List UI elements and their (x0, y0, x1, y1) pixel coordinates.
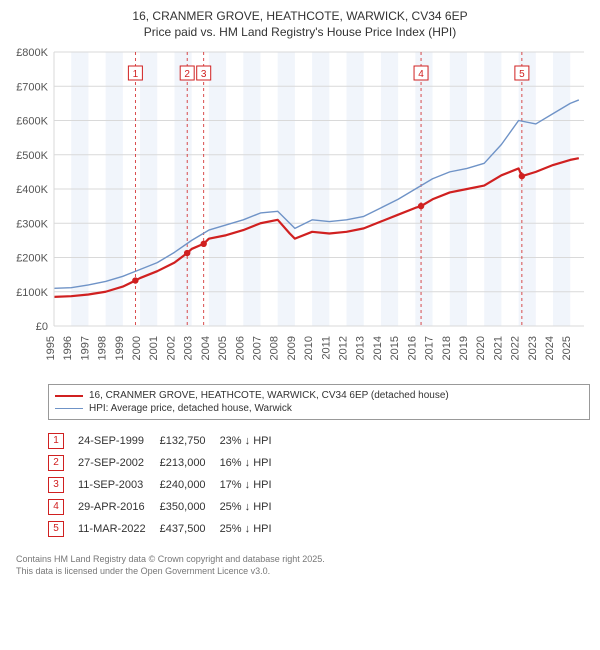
svg-text:2015: 2015 (389, 336, 401, 360)
sale-date: 29-APR-2016 (78, 496, 160, 518)
svg-text:2012: 2012 (338, 336, 350, 360)
svg-text:£200K: £200K (16, 253, 48, 265)
svg-text:£800K: £800K (16, 47, 48, 59)
table-row: 3 11-SEP-2003£240,00017% ↓ HPI (48, 474, 286, 496)
sale-price: £437,500 (160, 518, 220, 540)
svg-text:5: 5 (519, 69, 525, 80)
svg-text:2008: 2008 (269, 336, 281, 360)
sale-price: £213,000 (160, 452, 220, 474)
sale-number-box: 1 (48, 433, 64, 449)
chart-title-block: 16, CRANMER GROVE, HEATHCOTE, WARWICK, C… (8, 8, 592, 40)
sale-delta: 23% ↓ HPI (220, 430, 286, 452)
sale-price: £350,000 (160, 496, 220, 518)
sale-delta: 25% ↓ HPI (220, 496, 286, 518)
sale-delta: 25% ↓ HPI (220, 518, 286, 540)
svg-text:2017: 2017 (424, 336, 436, 360)
sale-number-box: 2 (48, 455, 64, 471)
svg-text:2024: 2024 (544, 336, 556, 360)
sale-date: 11-SEP-2003 (78, 474, 160, 496)
sales-table: 1 24-SEP-1999£132,75023% ↓ HPI 2 27-SEP-200… (48, 430, 286, 540)
sale-date: 24-SEP-1999 (78, 430, 160, 452)
svg-text:4: 4 (418, 69, 424, 80)
svg-text:2003: 2003 (183, 336, 195, 360)
sale-delta: 17% ↓ HPI (220, 474, 286, 496)
svg-text:2016: 2016 (406, 336, 418, 360)
sale-date: 27-SEP-2002 (78, 452, 160, 474)
footer-line-2: This data is licensed under the Open Gov… (16, 566, 590, 578)
svg-text:3: 3 (201, 69, 207, 80)
sale-number-box: 5 (48, 521, 64, 537)
svg-text:1998: 1998 (97, 336, 109, 360)
svg-text:2022: 2022 (510, 336, 522, 360)
legend-swatch (55, 395, 83, 397)
title-line-1: 16, CRANMER GROVE, HEATHCOTE, WARWICK, C… (8, 8, 592, 24)
svg-text:1999: 1999 (114, 336, 126, 360)
sale-delta: 16% ↓ HPI (220, 452, 286, 474)
svg-text:2021: 2021 (492, 336, 504, 360)
svg-text:1996: 1996 (62, 336, 74, 360)
table-row: 4 29-APR-2016£350,00025% ↓ HPI (48, 496, 286, 518)
legend-item: HPI: Average price, detached house, Warw… (55, 402, 583, 415)
sale-number-box: 3 (48, 477, 64, 493)
svg-text:2014: 2014 (372, 336, 384, 360)
svg-text:2020: 2020 (475, 336, 487, 360)
sale-price: £240,000 (160, 474, 220, 496)
table-row: 1 24-SEP-1999£132,75023% ↓ HPI (48, 430, 286, 452)
table-row: 2 27-SEP-2002£213,00016% ↓ HPI (48, 452, 286, 474)
price-chart: £0 £100K £200K £300K £400K £500K £600K £700K £80… (8, 46, 588, 376)
svg-text:2023: 2023 (527, 336, 539, 360)
svg-text:2007: 2007 (251, 336, 263, 360)
svg-text:2010: 2010 (303, 336, 315, 360)
svg-text:2000: 2000 (131, 336, 143, 360)
svg-text:2019: 2019 (458, 336, 470, 360)
svg-text:2011: 2011 (320, 336, 332, 360)
svg-text:£600K: £600K (16, 116, 48, 128)
svg-text:1997: 1997 (79, 336, 91, 360)
svg-text:1: 1 (133, 69, 139, 80)
chart-container: £0 £100K £200K £300K £400K £500K £600K £700K £80… (8, 46, 592, 376)
svg-text:£500K: £500K (16, 150, 48, 162)
sale-number-box: 4 (48, 499, 64, 515)
svg-text:2: 2 (184, 69, 190, 80)
svg-text:£300K: £300K (16, 219, 48, 231)
legend-label: 16, CRANMER GROVE, HEATHCOTE, WARWICK, C… (89, 390, 449, 401)
svg-text:2018: 2018 (441, 336, 453, 360)
svg-text:1995: 1995 (45, 336, 57, 360)
svg-text:2002: 2002 (165, 336, 177, 360)
svg-text:2004: 2004 (200, 336, 212, 360)
svg-text:2006: 2006 (234, 336, 246, 360)
legend-label: HPI: Average price, detached house, Warw… (89, 403, 292, 414)
svg-text:£100K: £100K (16, 287, 48, 299)
footer-attribution: Contains HM Land Registry data © Crown c… (16, 554, 590, 577)
sale-date: 11-MAR-2022 (78, 518, 160, 540)
title-line-2: Price paid vs. HM Land Registry's House … (8, 24, 592, 40)
svg-text:£0: £0 (36, 321, 48, 333)
sale-price: £132,750 (160, 430, 220, 452)
footer-line-1: Contains HM Land Registry data © Crown c… (16, 554, 590, 566)
legend: 16, CRANMER GROVE, HEATHCOTE, WARWICK, C… (48, 384, 590, 420)
svg-text:2001: 2001 (148, 336, 160, 360)
svg-text:2005: 2005 (217, 336, 229, 360)
legend-swatch (55, 408, 83, 409)
svg-text:2025: 2025 (561, 336, 573, 360)
table-row: 5 11-MAR-2022£437,50025% ↓ HPI (48, 518, 286, 540)
svg-text:2013: 2013 (355, 336, 367, 360)
svg-text:£400K: £400K (16, 184, 48, 196)
svg-text:£700K: £700K (16, 82, 48, 94)
svg-text:2009: 2009 (286, 336, 298, 360)
legend-item: 16, CRANMER GROVE, HEATHCOTE, WARWICK, C… (55, 389, 583, 402)
